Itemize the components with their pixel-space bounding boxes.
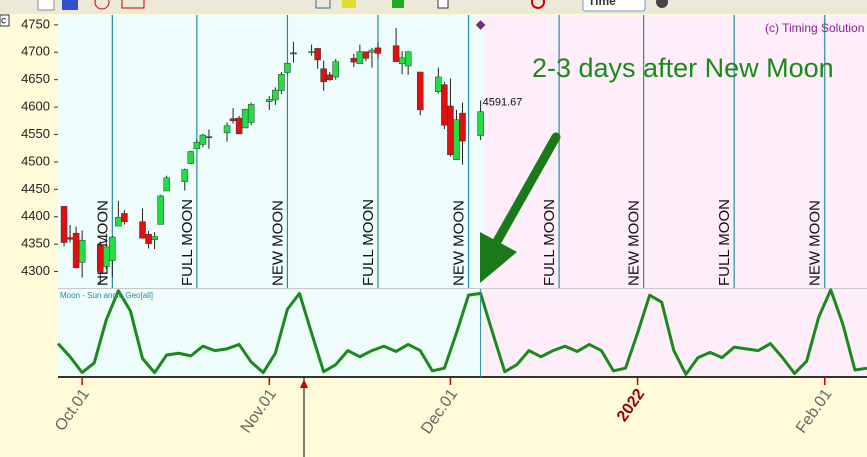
- event-label: FULL MOON: [716, 199, 733, 286]
- tool-button[interactable]: [121, 0, 145, 9]
- y-tick-label: 4700: [21, 44, 50, 59]
- y-tick-label: 4750: [21, 16, 50, 31]
- event-label: FULL MOON: [541, 199, 558, 286]
- last-bar-marker: [475, 20, 486, 30]
- candle-body: [272, 89, 279, 101]
- event-label: FULL MOON: [179, 199, 196, 286]
- candle-body: [78, 240, 86, 263]
- candle-body: [477, 111, 484, 136]
- tool-button[interactable]: [342, 0, 356, 8]
- oscillator-name: Moon - Sun angle Geo[all]: [60, 291, 153, 300]
- candle-body: [115, 217, 122, 227]
- arrow-head: [480, 232, 517, 283]
- y-tick-label: 4600: [21, 99, 50, 114]
- tool-button[interactable]: [62, 0, 78, 10]
- candle-body: [284, 62, 291, 73]
- candle-body: [223, 125, 231, 134]
- candle-body: [350, 58, 358, 63]
- candle-body: [314, 48, 321, 61]
- candle-body: [416, 71, 424, 111]
- time-dropdown[interactable]: [582, 0, 646, 12]
- candle-body: [404, 51, 412, 67]
- candle-body: [308, 51, 315, 53]
- arrow: [490, 132, 561, 250]
- tool-button[interactable]: [392, 0, 404, 8]
- tool-button[interactable]: [315, 0, 331, 9]
- candle-body: [97, 244, 104, 272]
- candle-body: [278, 73, 285, 91]
- event-label: NEW MOON: [269, 200, 286, 286]
- y-tick-label: 4400: [21, 208, 50, 223]
- candle-body: [441, 84, 448, 126]
- candle-body: [60, 206, 68, 243]
- candle-body: [266, 99, 273, 102]
- candle-body: [151, 236, 158, 241]
- candle-body: [362, 51, 370, 59]
- y-tick-label: 4300: [21, 263, 50, 278]
- corner-box: [0, 14, 10, 27]
- y-tick-label: 4650: [21, 71, 50, 86]
- future-region: [483, 15, 867, 377]
- toolbar-bg: [0, 0, 867, 14]
- candle-body: [72, 232, 80, 268]
- oscillator-line: [56, 288, 867, 376]
- candle-body: [187, 151, 195, 164]
- tool-button[interactable]: [437, 0, 449, 9]
- candle-body: [163, 177, 170, 192]
- candle-body: [121, 213, 128, 222]
- candle-body: [326, 74, 333, 80]
- candle-body: [453, 119, 460, 160]
- candle-body: [447, 105, 454, 156]
- tool-button[interactable]: [656, 0, 668, 8]
- y-tick-label: 4550: [21, 126, 50, 141]
- candle-body: [103, 246, 110, 267]
- past-region: [58, 15, 484, 377]
- y-tick-label: 4350: [21, 236, 50, 251]
- event-label: NEW MOON: [807, 200, 824, 286]
- candle-body: [398, 57, 406, 65]
- candle-body: [459, 112, 466, 142]
- candle-body: [392, 45, 400, 62]
- annotation: 2-3 days after New Moon: [532, 53, 834, 83]
- candle-body: [247, 104, 255, 123]
- candle-body: [205, 136, 213, 138]
- candle-body: [235, 117, 243, 135]
- candle-body: [290, 52, 297, 55]
- credit: (c) Timing Solution: [765, 21, 864, 35]
- candle-body: [66, 237, 74, 240]
- candle-body: [145, 234, 152, 244]
- candle-body: [229, 118, 237, 122]
- candle-body: [181, 169, 189, 182]
- candle-body: [374, 47, 382, 54]
- toolbar: Time c: [0, 0, 867, 27]
- event-label: NEW MOON: [626, 200, 643, 286]
- candle-body: [368, 49, 376, 53]
- candle-body: [332, 61, 339, 78]
- event-label: FULL MOON: [360, 199, 377, 286]
- tool-button[interactable]: [94, 0, 110, 10]
- candle-body: [139, 221, 146, 239]
- y-tick-label: 4450: [21, 181, 50, 196]
- candle-body: [109, 236, 116, 261]
- last-price-label: 4591.67: [483, 97, 523, 109]
- tool-button[interactable]: [37, 0, 55, 11]
- candle-body: [193, 141, 201, 150]
- candle-body: [320, 68, 327, 83]
- candle-body: [356, 51, 364, 65]
- candle-body: [241, 109, 249, 129]
- event-label: NEW MOON: [451, 200, 468, 286]
- dropdown-text[interactable]: Time: [588, 0, 616, 8]
- tool-button[interactable]: [531, 0, 545, 9]
- plot-area: 4300 4350 4400 4450 4500 4550 4600 4650 4700 4750…: [21, 15, 867, 457]
- cursor-arrow: [300, 379, 308, 388]
- candle-body: [157, 195, 164, 225]
- candle-body: [199, 134, 207, 145]
- event-label: NEW MOON: [94, 200, 111, 286]
- corner-label: c: [1, 16, 6, 27]
- candle-body: [435, 76, 442, 92]
- y-tick-label: 4500: [21, 153, 50, 168]
